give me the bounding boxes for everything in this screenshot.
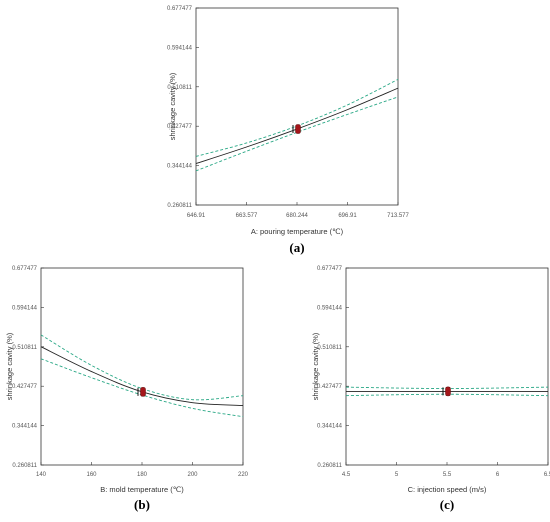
panel-b: 0.260811 0.344144 0.427477 0.510811 0.594144… bbox=[5, 266, 249, 512]
upper-interval-line bbox=[40, 334, 244, 401]
x-tick-label: 680.244 bbox=[286, 213, 308, 219]
panel-label: (a) bbox=[289, 240, 304, 255]
panel-c: 0.260811 0.344144 0.427477 0.510811 0.594144… bbox=[311, 266, 550, 512]
y-tick-label: 0.344144 bbox=[167, 164, 193, 170]
upper-interval-line bbox=[195, 78, 399, 157]
prediction-line bbox=[40, 346, 244, 407]
plot-frame bbox=[40, 267, 244, 466]
y-tick-label: 0.344144 bbox=[12, 424, 38, 430]
y-axis-label: shrinkage cavity (%) bbox=[168, 72, 177, 140]
x-axis-label: B: mold temperature (℃) bbox=[100, 485, 184, 494]
y-tick-label: 0.594144 bbox=[12, 305, 38, 311]
y-tick-label: 0.510811 bbox=[12, 345, 37, 351]
x-axis-label: C: injection speed (m/s) bbox=[408, 485, 487, 494]
x-tick-label: 220 bbox=[238, 472, 249, 478]
y-tick-label: 0.594144 bbox=[317, 305, 343, 311]
x-tick-label: 180 bbox=[137, 472, 148, 478]
x-tick-label: 4.5 bbox=[342, 472, 351, 478]
x-tick-label: 713.577 bbox=[387, 213, 409, 219]
y-tick-label: 0.260811 bbox=[12, 463, 37, 469]
y-tick-label: 0.260811 bbox=[167, 203, 192, 209]
x-tick-label: 200 bbox=[187, 472, 198, 478]
x-tick-label: 5 bbox=[395, 472, 399, 478]
x-tick-label: 5.5 bbox=[443, 472, 452, 478]
x-tick-label: 6 bbox=[496, 472, 500, 478]
x-tick-label: 663.577 bbox=[236, 213, 258, 219]
y-tick-label: 0.677477 bbox=[167, 6, 193, 12]
y-axis-label: shrinkage cavity (%) bbox=[311, 332, 320, 400]
x-tick-label: 160 bbox=[86, 472, 97, 478]
y-tick-label: 0.510811 bbox=[167, 85, 192, 91]
x-axis-label: A: pouring temperature (℃) bbox=[251, 227, 344, 236]
panel-label: (c) bbox=[440, 497, 454, 512]
panel-a: 0.260811 0.344144 0.427477 0.510811 0.594144… bbox=[167, 6, 410, 255]
y-tick-label: 0.344144 bbox=[317, 424, 343, 430]
design-point-marker bbox=[140, 387, 146, 397]
lower-interval-line bbox=[195, 96, 399, 172]
y-axis-label: shrinkage cavity (%) bbox=[5, 332, 14, 400]
y-tick-label: 0.427477 bbox=[317, 384, 343, 390]
plot-frame bbox=[345, 267, 549, 466]
x-tick-label: 6.5 bbox=[544, 472, 550, 478]
y-tick-label: 0.677477 bbox=[317, 266, 343, 272]
y-tick-label: 0.510811 bbox=[317, 345, 342, 351]
panel-label: (b) bbox=[134, 497, 150, 512]
y-tick-label: 0.260811 bbox=[317, 463, 342, 469]
plot-frame bbox=[195, 7, 399, 206]
design-point-marker bbox=[295, 124, 301, 134]
x-tick-label: 696.91 bbox=[338, 213, 357, 219]
y-tick-label: 0.594144 bbox=[167, 45, 193, 51]
x-tick-label: 140 bbox=[36, 472, 47, 478]
y-tick-label: 0.427477 bbox=[12, 384, 38, 390]
y-tick-label: 0.677477 bbox=[12, 266, 38, 272]
x-tick-label: 646.91 bbox=[187, 213, 206, 219]
design-point-marker bbox=[445, 386, 451, 397]
y-tick-label: 0.427477 bbox=[167, 124, 193, 130]
